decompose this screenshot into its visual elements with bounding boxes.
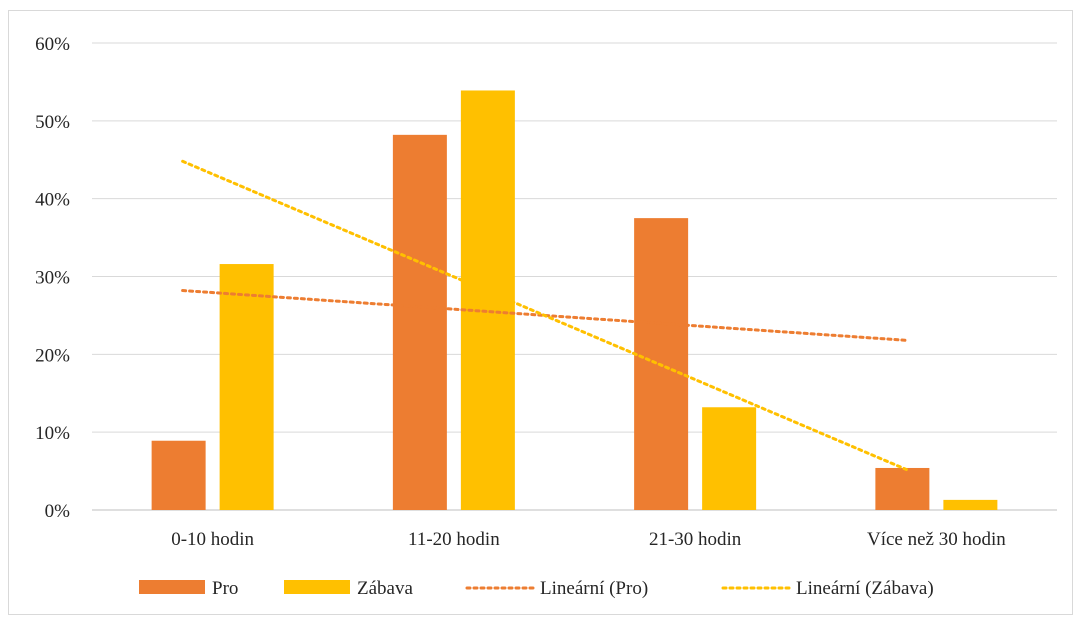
y-tick-label: 40%: [35, 190, 70, 211]
y-tick-label: 20%: [35, 345, 70, 366]
y-tick-label: 60%: [35, 34, 70, 55]
y-tick-label: 0%: [45, 501, 71, 522]
bars: [151, 90, 998, 511]
x-tick-label: 0-10 hodin: [171, 529, 254, 550]
legend-label: Pro: [212, 578, 238, 599]
bar-z-bava-1: [219, 264, 274, 510]
bar-z-bava-4: [943, 499, 998, 510]
y-axis-labels: 0% 10% 20% 30% 40% 50% 60%: [35, 34, 70, 522]
legend-swatch: [139, 580, 205, 594]
y-tick-label: 10%: [35, 423, 70, 444]
x-axis-labels: 0-10 hodin 11-20 hodin 21-30 hodin Více než…: [171, 529, 1006, 550]
bar-pro-1: [151, 440, 206, 510]
legend-label: Zábava: [357, 578, 413, 599]
x-tick-label: 11-20 hodin: [408, 529, 500, 550]
y-tick-label: 50%: [35, 112, 70, 133]
bar-pro-2: [392, 134, 447, 511]
x-tick-label: 21-30 hodin: [649, 529, 742, 550]
legend-label: Lineární (Zábava): [796, 578, 934, 599]
legend-label: Lineární (Pro): [540, 578, 648, 599]
x-tick-label: Více než 30 hodin: [867, 529, 1006, 550]
legend: Pro Zábava Lineární (Pro) Lineární (Zábava): [139, 578, 934, 599]
trendlines: [181, 159, 908, 472]
legend-swatch: [284, 580, 350, 594]
trendline-2: [181, 159, 908, 472]
y-tick-label: 30%: [35, 268, 70, 289]
bar-pro-4: [875, 467, 930, 510]
bar-z-bava-3: [702, 407, 757, 510]
